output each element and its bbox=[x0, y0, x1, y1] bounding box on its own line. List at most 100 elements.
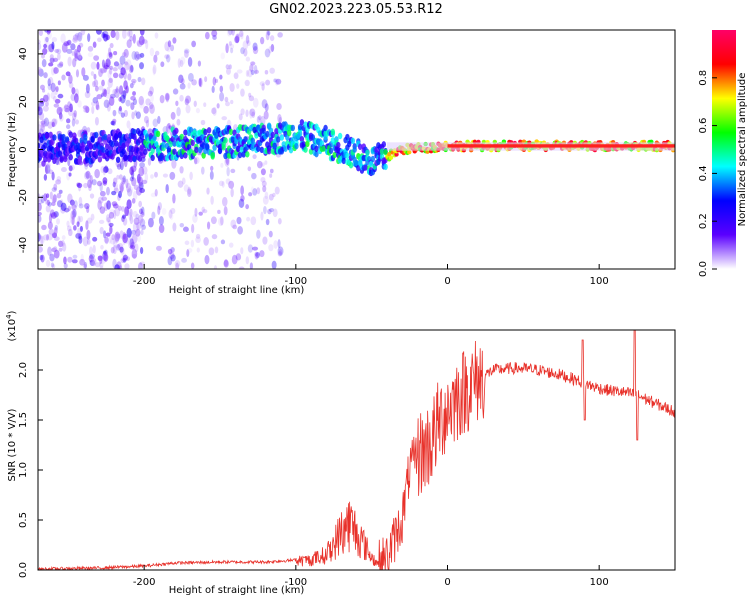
noise-cell bbox=[269, 207, 275, 213]
noise-cell bbox=[154, 188, 158, 197]
noise-cell bbox=[254, 251, 259, 257]
noise-cell bbox=[43, 234, 49, 241]
noise-cell bbox=[255, 251, 260, 258]
noise-cell bbox=[111, 234, 116, 241]
noise-cell bbox=[56, 48, 62, 55]
noise-cell bbox=[150, 174, 154, 179]
noise-cell bbox=[213, 265, 218, 269]
ridge-cell bbox=[170, 154, 175, 161]
ridge-cell bbox=[279, 134, 285, 141]
noise-cell bbox=[130, 64, 134, 73]
ridge-cell bbox=[299, 135, 305, 143]
noise-cell bbox=[193, 100, 197, 107]
y-tick-label: 20 bbox=[18, 95, 29, 108]
noise-cell bbox=[95, 100, 100, 111]
ridge-cell bbox=[259, 146, 265, 154]
ridge-cell bbox=[290, 124, 295, 132]
ridge-cell bbox=[379, 148, 385, 155]
noise-cell bbox=[233, 72, 239, 80]
noise-cell bbox=[74, 93, 79, 104]
noise-cell bbox=[39, 254, 44, 261]
noise-cell bbox=[245, 35, 250, 44]
noise-cell bbox=[171, 159, 177, 169]
noise-cell bbox=[43, 174, 48, 181]
noise-cell bbox=[123, 109, 128, 118]
ridge-cell bbox=[265, 130, 270, 138]
noise-cell bbox=[49, 209, 55, 218]
ridge-cell bbox=[305, 140, 310, 148]
noise-cell bbox=[58, 240, 64, 248]
noise-cell bbox=[117, 63, 124, 70]
noise-cell bbox=[93, 73, 97, 80]
noise-cell bbox=[61, 239, 65, 247]
colorbar-tick-label: 0.4 bbox=[698, 165, 709, 181]
noise-cell bbox=[126, 39, 132, 49]
noise-cell bbox=[101, 79, 105, 87]
noise-cell bbox=[139, 30, 145, 36]
noise-cell bbox=[59, 114, 64, 122]
noise-cell bbox=[267, 208, 272, 215]
noise-cell bbox=[129, 176, 134, 182]
noise-cell bbox=[38, 30, 43, 37]
ridge-cell bbox=[206, 127, 212, 134]
ridge-cell bbox=[114, 140, 119, 147]
noise-cell bbox=[228, 41, 232, 46]
noise-cell bbox=[92, 236, 98, 242]
noise-cell bbox=[40, 123, 45, 129]
ridge-cell bbox=[72, 132, 77, 139]
noise-cell bbox=[154, 50, 160, 56]
noise-cell bbox=[172, 88, 179, 95]
noise-cell bbox=[149, 86, 154, 95]
noise-cell bbox=[260, 36, 265, 45]
noise-cell bbox=[143, 115, 149, 124]
noise-cell bbox=[144, 172, 149, 183]
noise-cell bbox=[64, 105, 70, 110]
noise-cell bbox=[118, 105, 122, 112]
noise-cell bbox=[62, 242, 67, 252]
noise-cell bbox=[71, 87, 76, 95]
noise-cell bbox=[67, 256, 73, 263]
noise-cell bbox=[132, 33, 136, 44]
noise-cell bbox=[251, 172, 257, 180]
noise-cell bbox=[226, 166, 230, 177]
noise-cell bbox=[133, 217, 140, 225]
noise-cell bbox=[127, 73, 132, 81]
noise-cell bbox=[76, 44, 82, 53]
noise-cell bbox=[194, 207, 198, 217]
noise-cell bbox=[249, 109, 253, 119]
noise-cell bbox=[235, 33, 240, 43]
noise-cell bbox=[99, 206, 106, 214]
noise-cell bbox=[99, 226, 104, 235]
noise-cell bbox=[240, 47, 245, 55]
noise-cell bbox=[273, 78, 277, 83]
noise-cell bbox=[129, 245, 136, 250]
noise-cell bbox=[260, 162, 265, 167]
noise-cell bbox=[195, 107, 201, 114]
noise-cell bbox=[158, 224, 165, 233]
noise-cell bbox=[45, 36, 49, 43]
noise-cell bbox=[222, 196, 228, 207]
noise-cell bbox=[98, 219, 105, 225]
noise-cell bbox=[277, 32, 283, 38]
ridge-cell bbox=[323, 124, 328, 132]
noise-cell bbox=[92, 244, 96, 254]
noise-cell bbox=[67, 101, 72, 108]
noise-cell bbox=[264, 48, 271, 58]
noise-cell bbox=[158, 216, 164, 226]
noise-cell bbox=[51, 264, 56, 269]
noise-cell bbox=[179, 83, 186, 90]
noise-cell bbox=[121, 252, 127, 258]
ridge-cell bbox=[121, 142, 126, 150]
noise-cell bbox=[38, 245, 43, 253]
noise-cell bbox=[99, 190, 106, 197]
noise-cell bbox=[169, 171, 176, 180]
noise-cell bbox=[249, 108, 256, 117]
noise-cell bbox=[260, 168, 266, 176]
ridge-cell bbox=[172, 140, 177, 147]
noise-cell bbox=[115, 30, 120, 41]
y-tick-label: 0.5 bbox=[18, 512, 29, 528]
noise-cell bbox=[106, 200, 111, 210]
ridge-cell bbox=[228, 128, 234, 136]
noise-cell bbox=[84, 171, 90, 180]
noise-cell bbox=[164, 92, 170, 101]
